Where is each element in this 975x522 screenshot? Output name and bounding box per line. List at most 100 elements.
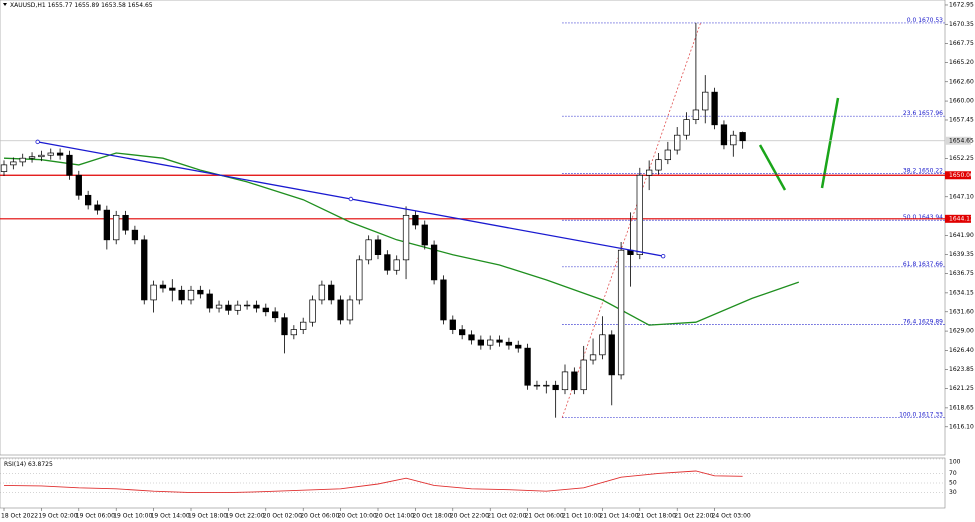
x-tick-label: 18 Oct 2022 <box>1 513 38 520</box>
x-tick-label: 20 Oct 10:00 <box>338 513 377 520</box>
candle-body <box>309 299 316 323</box>
candle-body <box>543 384 550 387</box>
rsi-header: RSI(14) 63.8725 <box>4 461 53 468</box>
y-tick-label: 1672.95 <box>949 1 974 8</box>
y-tick-label: 1652.25 <box>949 155 974 162</box>
candle-body <box>384 254 391 271</box>
fib-level-label: 38.2 <box>903 167 917 174</box>
candle-body <box>131 229 139 241</box>
candle-body <box>47 152 54 156</box>
candle-body <box>10 161 17 166</box>
y-tick-label: 1670.35 <box>949 21 974 28</box>
candle-body <box>262 307 269 313</box>
fib-label: 100.0 1617.33 <box>899 411 943 418</box>
open: 1655.77 <box>48 2 73 9</box>
x-tick-label: 21 Oct 10:00 <box>562 513 601 520</box>
x-tick-label: 24 Oct 03:00 <box>712 513 751 520</box>
trendline-anchor <box>348 196 354 202</box>
x-tick-label: 19 Oct 22:00 <box>225 513 264 520</box>
fib-label: 50.0 1643.94 <box>903 214 943 221</box>
candle-body <box>141 239 148 301</box>
candle-body <box>505 341 513 346</box>
candle-body <box>468 334 475 341</box>
x-tick-label: 19 Oct 18:00 <box>188 513 227 520</box>
header-arrow <box>3 3 7 6</box>
candle-body <box>234 304 241 311</box>
rsi-tick-label: 50 <box>949 480 957 487</box>
candle-body <box>664 149 671 161</box>
candle-body <box>617 249 625 376</box>
x-tick-label: 20 Oct 22:00 <box>450 513 489 520</box>
chart-header: XAUUSD,H1 1655.77 1655.89 1653.58 1654.6… <box>10 2 153 9</box>
trendline-anchor <box>35 139 40 145</box>
fib-price: 1650.22 <box>918 167 943 174</box>
annotation-stroke <box>820 97 840 189</box>
rsi-panel <box>0 457 946 509</box>
candle-body <box>608 334 615 376</box>
candle-body <box>580 359 587 391</box>
candle-body <box>589 354 597 361</box>
y-tick-label: 1647.10 <box>949 193 974 200</box>
y-tick-label: 1636.75 <box>949 270 974 277</box>
y-tick-label: 1618.65 <box>949 404 974 411</box>
x-tick-label: 19 Oct 10:00 <box>113 513 152 520</box>
low: 1653.58 <box>101 2 126 9</box>
fib-price: 1643.94 <box>918 214 943 221</box>
candle-body <box>459 329 466 336</box>
fib-line <box>561 22 701 418</box>
fib-level-label: 0.0 <box>907 16 917 23</box>
candle-body <box>702 91 709 111</box>
level-label-bg <box>945 171 971 180</box>
x-tick-label: 21 Oct 14:00 <box>599 513 638 520</box>
candle-body <box>496 339 503 343</box>
candle-body <box>692 109 700 120</box>
candle-body <box>56 152 64 156</box>
candle-body <box>487 339 494 346</box>
candle-body <box>739 132 746 142</box>
x-tick-label: 21 Oct 18:00 <box>637 513 676 520</box>
rsi-tick-label: 100 <box>949 459 961 466</box>
candle-body <box>440 279 447 321</box>
level-label: 1650.00 <box>949 172 974 179</box>
y-tick-label: 1665.20 <box>949 59 974 66</box>
x-tick-label: 21 Oct 06:00 <box>525 513 564 520</box>
y-tick-label: 1660.00 <box>949 98 974 105</box>
candle-body <box>290 329 297 336</box>
y-tick-label: 1621.25 <box>949 385 974 392</box>
x-tick-label: 19 Oct 02:00 <box>38 513 77 520</box>
candle-body <box>281 317 288 336</box>
rsi-line <box>3 470 743 494</box>
fib-level-label: 76.4 <box>903 318 917 325</box>
candle-body <box>720 124 728 146</box>
candle-body <box>515 344 522 349</box>
fib-level-label: 23.6 <box>903 110 917 117</box>
y-tick-label: 1629.00 <box>949 328 974 335</box>
x-tick-label: 20 Oct 06:00 <box>300 513 339 520</box>
candle-body <box>38 154 45 158</box>
candle-body <box>683 119 690 136</box>
x-tick-label: 20 Oct 14:00 <box>375 513 414 520</box>
candle-body <box>356 259 363 301</box>
annotation-stroke <box>758 144 787 191</box>
y-tick-label: 1657.45 <box>949 116 974 123</box>
candle-body <box>75 174 82 196</box>
candle-body <box>243 304 251 307</box>
x-tick-label: 19 Oct 06:00 <box>76 513 115 520</box>
candle-body <box>94 204 101 211</box>
y-tick-label: 1662.60 <box>949 78 974 85</box>
fib-price: 1629.89 <box>918 318 943 325</box>
candle-body <box>571 371 578 391</box>
candle-body <box>103 209 111 241</box>
candle-body <box>346 299 354 321</box>
candle-body <box>159 284 167 289</box>
candle-body <box>393 259 400 271</box>
trendline-anchor <box>660 253 666 259</box>
x-tick-label: 21 Oct 22:00 <box>674 513 713 520</box>
candle-body <box>524 347 531 386</box>
candle-body <box>477 339 484 346</box>
candle-body <box>730 134 737 146</box>
rsi-tick-label: 30 <box>949 489 957 496</box>
candle-body <box>402 214 410 261</box>
symbol: XAUUSD,H1 <box>10 2 46 9</box>
